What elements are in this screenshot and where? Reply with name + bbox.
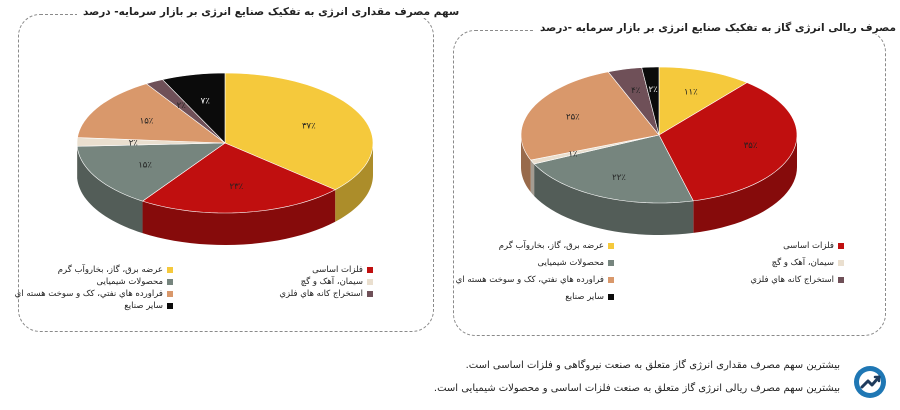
chart-panel-right: سهم مصرف ریالی انرژی گاز به تفکیک صنایع … (453, 22, 900, 336)
pie-chart-left: ۳۷٪ ۲۳٪ ۱۵٪ ۲٪ ۱۵٪ ۲٪ ۷٪ (76, 72, 374, 245)
pie-data-label: ۱۱٪ (684, 88, 698, 98)
legend-item: محصولات شیمیایی (96, 277, 173, 287)
pie-slice (77, 83, 226, 144)
legend-swatch (608, 243, 614, 249)
legend-label: فراورده هاي نفتي، كک و سوخت هسته اي (455, 275, 604, 285)
legend-swatch (608, 277, 614, 283)
pie-slice-side (521, 135, 531, 193)
legend-item: سایر صنایع (124, 301, 173, 311)
legend-swatch (838, 277, 844, 283)
pie-data-label: ۲٪ (129, 138, 139, 148)
pie-slice (145, 79, 226, 144)
legend-item: عرضه برق، گاز، بخاروآب گرم (499, 241, 614, 251)
legend-item: سیمان، آهک و گچ (301, 277, 373, 287)
legend-item: استخراج كانه هاي فلزي (279, 289, 373, 299)
legend-label: فلزات اساسی (783, 241, 834, 251)
pie-slice (141, 142, 336, 214)
chart-title: سهم مصرف مقداری انرژی به تفکیک صنایع انر… (77, 6, 466, 18)
pie-slice (641, 66, 660, 136)
pie-data-label: ۲٪ (177, 101, 187, 111)
chart-title: سهم مصرف ریالی انرژی گاز به تفکیک صنایع … (534, 22, 900, 34)
pie-slice (658, 66, 748, 136)
legend-label: عرضه برق، گاز، بخاروآب گرم (57, 265, 163, 275)
legend-label: محصولات شیمیایی (537, 258, 604, 268)
pie-data-label: ۲۵٪ (566, 113, 580, 123)
legend-item: سایر صنایع (565, 292, 614, 302)
legend-label: فراورده هاي نفتي، كک و سوخت هسته اي (14, 289, 163, 299)
legend-label: محصولات شیمیایی (96, 277, 163, 287)
pie-slice (658, 82, 798, 202)
legend-swatch (608, 260, 614, 266)
legend-item: محصولات شیمیایی (537, 258, 614, 268)
notes: بیشترین سهم مصرف مقداری انرژی گاز متعلق … (320, 360, 840, 406)
pie-slice (76, 142, 226, 202)
chart-panel-left: سهم مصرف مقداری انرژی به تفکیک صنایع انر… (15, 6, 466, 332)
legend-swatch (838, 243, 844, 249)
pie-chart-right: ۱۱٪ ۳۵٪ ۲۲٪ ۱٪ ۲۵٪ ۴٪ ۲٪ (520, 66, 798, 235)
pie-slice-side (77, 146, 143, 234)
pie-data-label: ۱٪ (568, 149, 578, 159)
legend-swatch (167, 303, 173, 309)
legend-swatch (367, 267, 373, 273)
pie-slice (76, 137, 226, 147)
legend-swatch (367, 279, 373, 285)
legend-item: فراورده هاي نفتي، كک و سوخت هسته اي (15, 289, 173, 299)
pie-slice-side (693, 135, 797, 233)
legend-label: سیمان، آهک و گچ (300, 277, 363, 287)
legend-swatch (367, 291, 373, 297)
legend-item: عرضه برق، گاز، بخاروآب گرم (58, 265, 173, 275)
legend-swatch (608, 294, 614, 300)
pie-slice (161, 72, 226, 144)
pie-data-label: ۱۵٪ (140, 117, 154, 127)
legend-item: فراورده هاي نفتي، كک و سوخت هسته اي (456, 275, 614, 285)
legend-swatch (167, 267, 173, 273)
legend-label: سایر صنایع (124, 301, 163, 311)
pie-slice (533, 134, 694, 204)
legend-swatch (838, 260, 844, 266)
legend-item: سیمان، آهک و گچ (772, 258, 844, 268)
pie-data-label: ۴٪ (631, 86, 641, 96)
pie-data-label: ۲٪ (649, 85, 659, 95)
legend-label: سایر صنایع (565, 292, 604, 302)
brand-logo-icon (854, 366, 886, 398)
legend-label: عرضه برق، گاز، بخاروآب گرم (498, 241, 604, 251)
pie-data-label: ۳۵٪ (744, 141, 758, 151)
legend-swatch (167, 279, 173, 285)
pie-data-label: ۳۷٪ (302, 121, 316, 131)
pie-slice (224, 72, 374, 191)
legend-item: فلزات اساسی (312, 265, 373, 275)
legend-label: فلزات اساسی (312, 265, 363, 275)
legend-label: استخراج كانه هاي فلزي (279, 289, 363, 299)
legend-item: فلزات اساسی (783, 241, 844, 251)
pie-slice (520, 71, 660, 161)
legend-item: استخراج كانه هاي فلزي (750, 275, 844, 285)
pie-data-label: ۲۲٪ (612, 173, 626, 183)
note-line: بیشترین سهم مصرف ریالی انرژی گاز متعلق ب… (433, 383, 840, 394)
note-line: بیشترین سهم مصرف مقداری انرژی گاز متعلق … (465, 360, 840, 371)
pie-data-label: ۲۳٪ (230, 182, 244, 192)
pie-data-label: ۷٪ (201, 97, 211, 107)
pie-data-label: ۱۵٪ (138, 160, 152, 170)
pie-slice-side (142, 189, 336, 245)
pie-slice-side (530, 160, 535, 196)
pie-slice (607, 67, 660, 136)
legend-label: سیمان، آهک و گچ (771, 258, 834, 268)
pie-slice-side (335, 143, 373, 222)
legend-swatch (167, 291, 173, 297)
legend-label: استخراج كانه هاي فلزي (750, 275, 834, 285)
